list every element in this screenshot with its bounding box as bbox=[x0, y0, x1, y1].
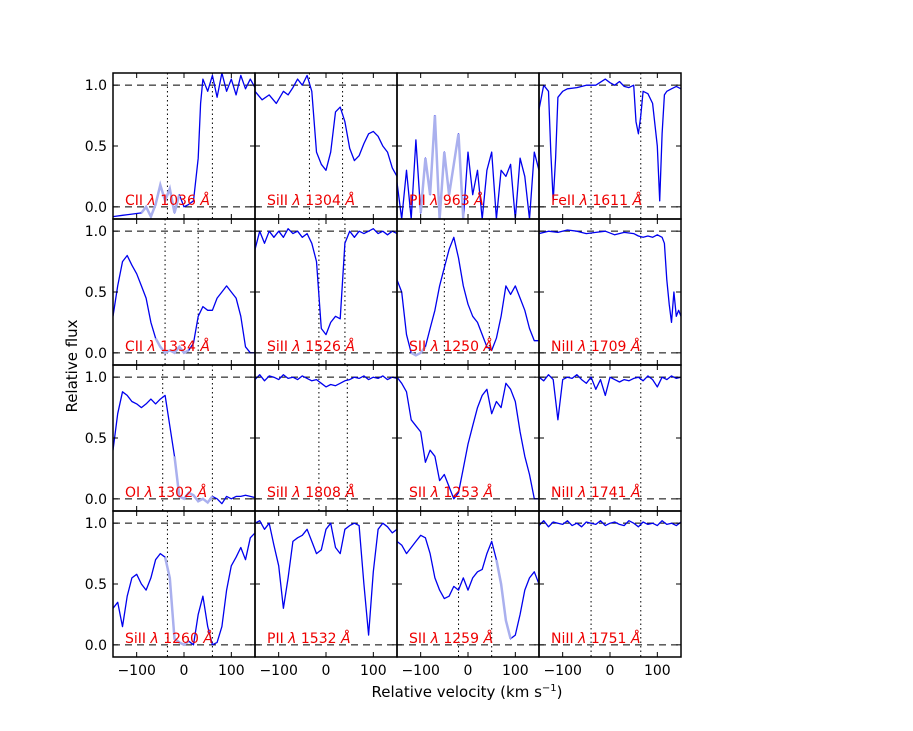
y-tick-label: 0.0 bbox=[85, 200, 107, 216]
panel-sii-1250: SII λ 1250 Å bbox=[396, 218, 540, 366]
y-tick-label: 0.0 bbox=[85, 346, 107, 362]
y-tick-label: 1.0 bbox=[85, 78, 107, 94]
x-tick-label: 0 bbox=[464, 663, 473, 679]
x-tick-label: 0 bbox=[180, 663, 189, 679]
x-axis-label: Relative velocity (km s−1) bbox=[372, 683, 563, 701]
spectrum-line bbox=[255, 74, 397, 177]
panel-siii-1260: 0.0 0.5 1.0 −100 0 100 SiII λ 1260 Å bbox=[85, 510, 256, 679]
spectrum-line bbox=[539, 374, 681, 421]
spectrum-line bbox=[539, 229, 681, 324]
panel-siii-1304: SiII λ 1304 Å bbox=[254, 72, 398, 220]
y-tick-label: 0.5 bbox=[85, 139, 107, 155]
y-tick-label: 0.5 bbox=[85, 431, 107, 447]
spectrum-line bbox=[397, 376, 539, 500]
panel-oi-1302: 0.0 0.5 1.0 OI λ 1302 Å bbox=[85, 364, 256, 512]
x-tick-label: 100 bbox=[360, 663, 387, 679]
transition-label: PII λ 963 Å bbox=[409, 192, 484, 209]
y-tick-label: 1.0 bbox=[85, 516, 107, 532]
transition-label: SiII λ 1526 Å bbox=[267, 338, 355, 355]
transition-label: SII λ 1253 Å bbox=[409, 484, 493, 501]
y-tick-label: 0.5 bbox=[85, 577, 107, 593]
spectrum-line bbox=[255, 374, 397, 388]
x-axis-label-unit-exponent: −1 bbox=[542, 683, 557, 694]
masked-region bbox=[154, 337, 190, 355]
panel-cii-1334: 0.0 0.5 1.0 CII λ 1334 Å bbox=[85, 218, 256, 366]
panel-niii-1709: NiII λ 1709 Å bbox=[538, 218, 682, 366]
x-axis-label-close: ) bbox=[557, 683, 563, 701]
x-tick-label: −100 bbox=[401, 663, 439, 679]
masked-region bbox=[419, 115, 465, 219]
transition-label: FeII λ 1611 Å bbox=[551, 192, 642, 209]
panel-niii-1741: NiII λ 1741 Å bbox=[538, 364, 682, 512]
x-tick-label: 0 bbox=[606, 663, 615, 679]
transition-label: CII λ 1036 Å bbox=[125, 192, 210, 209]
x-tick-label: −100 bbox=[259, 663, 297, 679]
masked-region bbox=[140, 180, 181, 219]
y-tick-label: 1.0 bbox=[85, 370, 107, 386]
x-tick-label: 100 bbox=[218, 663, 245, 679]
masked-region bbox=[173, 456, 214, 505]
spectrum-line bbox=[113, 532, 255, 646]
panel-frame bbox=[538, 510, 682, 658]
transition-label: NiII λ 1709 Å bbox=[551, 338, 640, 355]
y-tick-label: 0.5 bbox=[85, 285, 107, 301]
transition-label: SiII λ 1304 Å bbox=[267, 192, 355, 209]
transition-label: SII λ 1250 Å bbox=[409, 338, 493, 355]
x-axis-label-main: Relative velocity (km s bbox=[372, 683, 543, 701]
panel-sii-1259: −100 0 100 SII λ 1259 Å bbox=[396, 510, 540, 679]
panel-feii-1611: FeII λ 1611 Å bbox=[538, 72, 682, 220]
masked-region bbox=[495, 559, 512, 640]
y-axis-label: Relative flux bbox=[63, 319, 81, 412]
panel-pii-963: PII λ 963 Å bbox=[396, 72, 540, 220]
transition-label: NiII λ 1751 Å bbox=[551, 630, 640, 647]
transition-label: CII λ 1334 Å bbox=[125, 338, 210, 355]
transition-label: NiII λ 1741 Å bbox=[551, 484, 640, 501]
panel-cii-1036: 0.0 0.5 1.0 CII λ 1036 Å bbox=[85, 72, 256, 220]
spectrum-line bbox=[397, 534, 539, 640]
masked-region bbox=[410, 346, 427, 357]
panel-sii-1253: SII λ 1253 Å bbox=[396, 364, 540, 512]
transition-label: SiII λ 1260 Å bbox=[125, 630, 213, 647]
spectrum-line bbox=[539, 78, 681, 202]
x-tick-label: −100 bbox=[117, 663, 155, 679]
transition-label: PII λ 1532 Å bbox=[267, 630, 351, 647]
spectrum-line bbox=[255, 520, 397, 636]
masked-region bbox=[163, 556, 190, 647]
panel-pii-1532: −100 0 100 PII λ 1532 Å bbox=[254, 510, 398, 679]
panel-grid: 0.0 0.5 1.0 CII λ 1036 Å SiII λ 1304 Å PII λ … bbox=[85, 72, 682, 679]
transition-label: SiII λ 1808 Å bbox=[267, 484, 355, 501]
spectrum-line bbox=[539, 520, 681, 528]
y-tick-label: 0.0 bbox=[85, 492, 107, 508]
y-tick-label: 1.0 bbox=[85, 224, 107, 240]
x-tick-label: −100 bbox=[543, 663, 581, 679]
panel-siii-1808: SiII λ 1808 Å bbox=[254, 364, 398, 512]
transition-label: OI λ 1302 Å bbox=[125, 484, 207, 501]
x-tick-label: 0 bbox=[322, 663, 331, 679]
y-tick-label: 0.0 bbox=[85, 638, 107, 654]
spectrum-line bbox=[255, 228, 397, 336]
spectrum-line bbox=[397, 236, 539, 356]
panel-siii-1526: SiII λ 1526 Å bbox=[254, 218, 398, 366]
transition-label: SII λ 1259 Å bbox=[409, 630, 493, 647]
x-tick-label: 100 bbox=[502, 663, 529, 679]
x-tick-label: 100 bbox=[644, 663, 671, 679]
